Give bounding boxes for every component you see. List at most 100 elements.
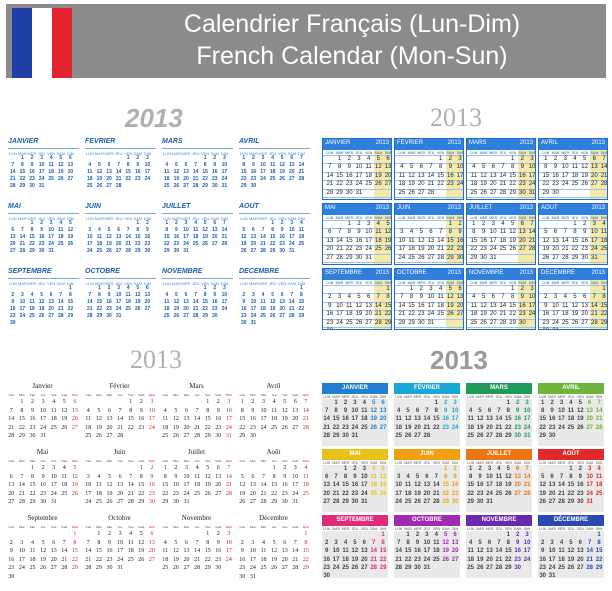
day-number: 5: [478, 408, 482, 415]
month-name: Janvier: [32, 382, 53, 390]
day-number: 8: [573, 229, 577, 236]
grid-line: [467, 180, 535, 182]
weekday-header: MAR: [248, 216, 258, 221]
day-number: 3: [337, 294, 342, 301]
day-number: 20: [144, 299, 151, 305]
day-number: 8: [602, 294, 606, 301]
day-number: 11: [437, 294, 444, 301]
day-number: 3: [252, 292, 255, 298]
day-number: 3: [550, 540, 554, 547]
day-number: 3: [41, 399, 45, 405]
day-number: 11: [398, 172, 405, 179]
day-number: 8: [337, 164, 342, 171]
divider: [85, 148, 156, 149]
month-12: Décembre Lun Mar Mer Jeu Ven Sam Dim 1 2 3 4 5 6 7 8 9 10…: [237, 514, 310, 578]
day-number: 13: [289, 162, 295, 168]
day-number: 14: [423, 416, 431, 423]
weekday-header: SAM: [585, 527, 594, 531]
day-number: 21: [561, 246, 569, 253]
day-number: 4: [261, 539, 265, 546]
day-number: 22: [67, 306, 74, 312]
day-number: 30: [40, 499, 47, 505]
day-number: 29: [404, 564, 412, 571]
day-number: 4: [573, 156, 577, 162]
month-header-bar: [395, 204, 463, 215]
day-number: 13: [10, 234, 16, 240]
day-number: 22: [539, 424, 547, 431]
day-number: 18: [467, 556, 475, 563]
day-number: 7: [223, 220, 226, 226]
weekday-header: Mar: [18, 525, 25, 529]
day-number: 25: [345, 319, 353, 326]
day-number: 20: [71, 416, 78, 422]
day-number: 22: [135, 241, 141, 247]
weekday-header: SAM: [287, 281, 297, 286]
day-number: 31: [48, 248, 54, 254]
day-number: 14: [375, 302, 382, 309]
day-number: 3: [21, 292, 24, 298]
month-name: Août: [266, 448, 281, 456]
day-number: 18: [162, 556, 169, 563]
day-number: 12: [408, 172, 415, 179]
month-name: Juillet: [187, 448, 206, 456]
day-number: 18: [370, 482, 378, 489]
day-number: 9: [347, 164, 351, 171]
day-number: 16: [519, 172, 526, 179]
month-name: Juin: [113, 448, 126, 456]
day-number: 2: [553, 156, 558, 162]
day-number: 23: [351, 490, 359, 497]
day-number: 1: [206, 531, 210, 537]
day-number: 7: [62, 539, 66, 546]
day-number: 23: [417, 311, 425, 318]
month-5: 2013 MAI LUN MAR MER JEU VEN SAM DIM 1 2 3 4 5 6 7 8 9 10 1…: [322, 203, 392, 265]
day-number: 26: [138, 556, 145, 563]
day-number: 13: [67, 162, 74, 168]
day-number: 29: [342, 498, 349, 505]
day-number: 13: [414, 416, 421, 423]
day-number: 27: [183, 183, 189, 189]
day-number: 27: [48, 313, 54, 319]
day-number: 17: [351, 416, 359, 423]
day-number: 16: [351, 482, 359, 489]
weekday-header: Ven: [50, 393, 57, 397]
day-number: 8: [541, 408, 545, 415]
day-number: 15: [504, 548, 512, 555]
day-number: 31: [423, 564, 431, 571]
day-number: 9: [280, 227, 284, 233]
day-number: 17: [19, 306, 26, 312]
day-number: 18: [558, 556, 565, 563]
day-number: 1: [203, 285, 207, 291]
weekday-header: Sam: [292, 525, 299, 529]
day-number: 22: [509, 181, 516, 188]
day-number: 6: [117, 227, 120, 233]
day-number: 27: [71, 424, 78, 431]
day-number: 8: [506, 408, 510, 415]
day-number: 7: [304, 399, 308, 405]
title-banner: Calendrier Français (Lun-Dim) French Cal…: [6, 4, 606, 78]
weekday-header: MER: [489, 281, 498, 285]
divider: [162, 278, 233, 279]
day-number: 1: [386, 286, 390, 292]
day-number: 2: [325, 540, 329, 547]
weekday-header: SAM: [133, 281, 143, 286]
day-number: 23: [355, 246, 363, 253]
day-number: 2: [174, 465, 178, 471]
day-number: 16: [138, 416, 145, 422]
day-number: 17: [117, 548, 124, 554]
day-number: 14: [194, 548, 201, 554]
day-number: 21: [117, 424, 124, 431]
day-number: 14: [292, 548, 299, 554]
day-number: 27: [67, 176, 74, 182]
day-number: 10: [221, 292, 228, 298]
day-number: 15: [67, 299, 74, 305]
month-name: MAI: [8, 203, 21, 210]
day-number: 15: [271, 482, 278, 488]
day-number: 22: [408, 311, 415, 318]
day-number: 10: [249, 548, 256, 554]
day-number: 11: [164, 299, 170, 305]
day-number: 18: [345, 311, 353, 318]
weekday-header: VEN: [509, 281, 517, 285]
day-number: 9: [107, 292, 111, 298]
day-number: 10: [260, 162, 266, 168]
year-label-blue-italic: 2013: [125, 103, 183, 133]
